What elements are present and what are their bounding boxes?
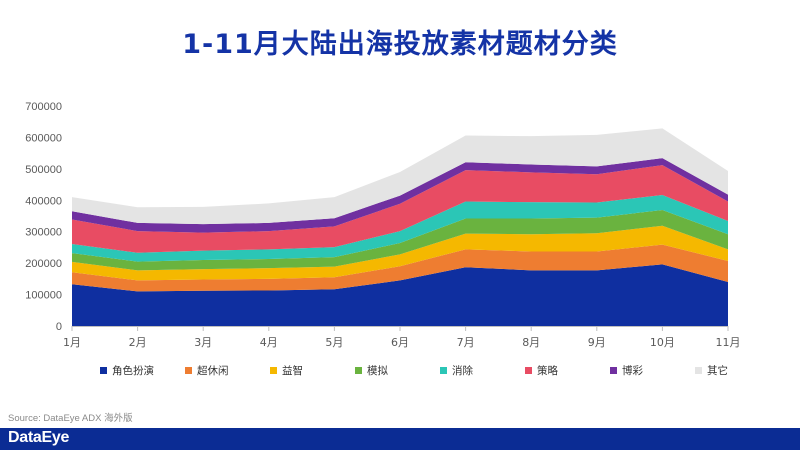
y-tick-label: 600000 bbox=[25, 132, 62, 144]
source-note: Source: DataEye ADX 海外版 bbox=[8, 413, 133, 424]
area-series-4 bbox=[72, 210, 728, 271]
chart-title: 1-11月大陆出海投放素材题材分类 bbox=[182, 29, 618, 60]
x-tick-label: 2月 bbox=[129, 336, 147, 349]
area-series-1 bbox=[72, 264, 728, 326]
y-tick-label: 700000 bbox=[25, 101, 62, 113]
legend-label: 消除 bbox=[452, 364, 473, 377]
y-tick-label: 200000 bbox=[25, 258, 62, 270]
footer-bar: DataEye bbox=[0, 428, 800, 450]
legend-item: 模拟 bbox=[355, 363, 440, 378]
legend-item: 角色扮演 bbox=[100, 363, 185, 378]
area-series-8 bbox=[72, 128, 728, 225]
legend-label: 角色扮演 bbox=[112, 364, 154, 377]
area-series-5 bbox=[72, 194, 728, 262]
chart-legend: 角色扮演 超休闲 益智 模拟 消除 策略 博彩 其它 bbox=[100, 362, 780, 378]
x-tick-label: 7月 bbox=[457, 336, 475, 349]
x-tick-label: 10月 bbox=[650, 336, 675, 349]
legend-item: 超休闲 bbox=[185, 363, 270, 378]
x-tick-label: 6月 bbox=[391, 336, 409, 349]
legend-swatch bbox=[440, 366, 447, 374]
legend-label: 策略 bbox=[537, 364, 558, 377]
legend-item: 策略 bbox=[525, 363, 610, 378]
x-tick-label: 3月 bbox=[194, 336, 212, 349]
area-series-2 bbox=[72, 244, 728, 292]
legend-label: 超休闲 bbox=[197, 364, 229, 377]
legend-swatch bbox=[355, 366, 362, 374]
legend-swatch bbox=[695, 366, 702, 374]
y-tick-label: 300000 bbox=[25, 227, 62, 239]
legend-item: 益智 bbox=[270, 363, 355, 378]
y-tick-label: 100000 bbox=[25, 290, 62, 302]
x-tick-label: 11月 bbox=[716, 336, 741, 349]
legend-swatch bbox=[270, 366, 277, 374]
legend-label: 其它 bbox=[707, 364, 728, 377]
x-tick-label: 1月 bbox=[63, 336, 81, 349]
legend-item: 博彩 bbox=[610, 363, 695, 378]
y-tick-label: 400000 bbox=[25, 195, 62, 207]
legend-swatch bbox=[610, 366, 617, 374]
legend-swatch bbox=[525, 366, 532, 374]
legend-swatch bbox=[185, 366, 192, 374]
legend-label: 模拟 bbox=[367, 364, 388, 377]
y-tick-label: 500000 bbox=[25, 164, 62, 176]
area-series-6 bbox=[72, 165, 728, 253]
x-tick-label: 8月 bbox=[522, 336, 540, 349]
x-tick-label: 9月 bbox=[588, 336, 606, 349]
legend-swatch bbox=[100, 366, 107, 374]
x-tick-label: 5月 bbox=[325, 336, 343, 349]
legend-item: 其它 bbox=[695, 363, 780, 378]
x-tick-label: 4月 bbox=[260, 336, 278, 349]
area-series-7 bbox=[72, 158, 728, 233]
legend-label: 益智 bbox=[282, 364, 303, 377]
area-series-3 bbox=[72, 225, 728, 281]
y-tick-label: 0 bbox=[56, 321, 62, 333]
dataeye-logo: DataEye bbox=[8, 429, 70, 446]
legend-label: 博彩 bbox=[622, 364, 643, 377]
legend-item: 消除 bbox=[440, 363, 525, 378]
